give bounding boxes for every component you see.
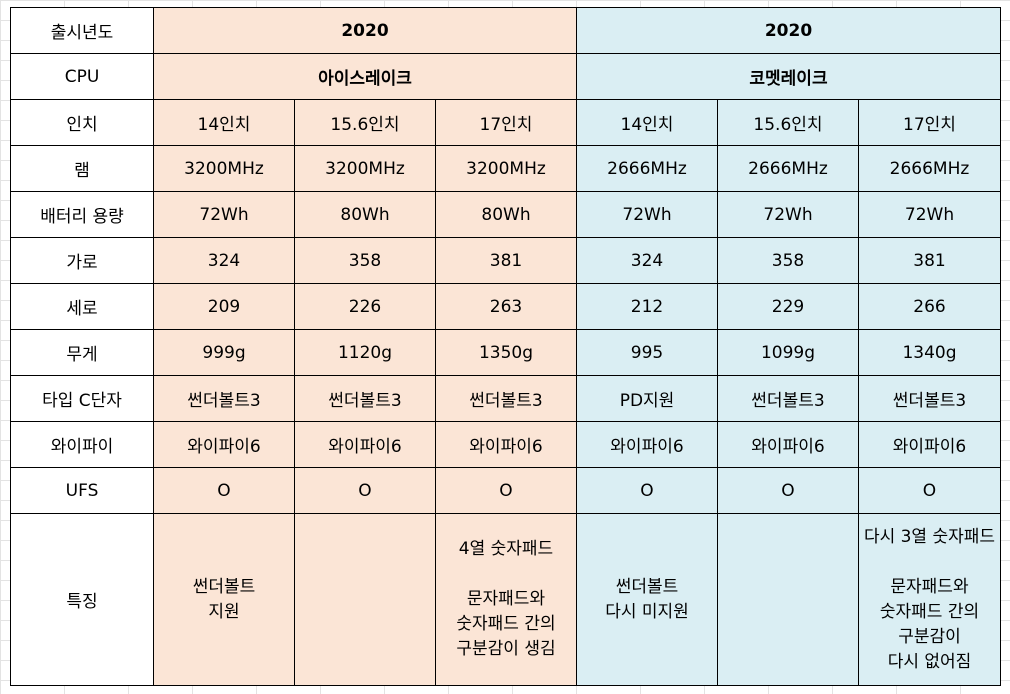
cell-inch-2[interactable]: 15.6인치 [294, 99, 436, 146]
row-label-feature[interactable]: 특징 [10, 513, 154, 686]
cell-ufs-6[interactable]: O [858, 467, 1001, 514]
row-label-cpu[interactable]: CPU [10, 53, 154, 100]
cell-depth-2[interactable]: 226 [294, 283, 436, 330]
row-typec: 타입 C단자 썬더볼트3 썬더볼트3 썬더볼트3 PD지원 썬더볼트3 썬더볼트… [10, 375, 1001, 422]
row-label-battery[interactable]: 배터리 용량 [10, 191, 154, 238]
cell-weight-4[interactable]: 995 [576, 329, 718, 376]
cell-battery-3[interactable]: 80Wh [435, 191, 577, 238]
cell-feature-3[interactable]: 4열 숫자패드 문자패드와 숫자패드 간의 구분감이 생김 [435, 513, 577, 686]
cell-weight-2[interactable]: 1120g [294, 329, 436, 376]
cell-ufs-3[interactable]: O [435, 467, 577, 514]
cell-ram-1[interactable]: 3200MHz [153, 145, 295, 192]
cell-feature-6[interactable]: 다시 3열 숫자패드 문자패드와 숫자패드 간의 구분감이 다시 없어짐 [858, 513, 1001, 686]
row-ufs: UFS O O O O O O [10, 467, 1001, 514]
feature-text-4: 썬더볼트 다시 미지원 [605, 576, 689, 622]
cell-ufs-2[interactable]: O [294, 467, 436, 514]
cell-ram-4[interactable]: 2666MHz [576, 145, 718, 192]
cell-width-4[interactable]: 324 [576, 237, 718, 284]
row-feature: 특징 썬더볼트 지원 4열 숫자패드 문자패드와 숫자패드 간의 구분감이 생김… [10, 513, 1001, 686]
cell-wifi-5[interactable]: 와이파이6 [717, 421, 859, 468]
cell-depth-4[interactable]: 212 [576, 283, 718, 330]
cell-weight-3[interactable]: 1350g [435, 329, 577, 376]
cell-inch-5[interactable]: 15.6인치 [717, 99, 859, 146]
cell-typec-5[interactable]: 썬더볼트3 [717, 375, 859, 422]
cell-typec-3[interactable]: 썬더볼트3 [435, 375, 577, 422]
row-depth: 세로 209 226 263 212 229 266 [10, 283, 1001, 330]
row-label-typec[interactable]: 타입 C단자 [10, 375, 154, 422]
cell-width-2[interactable]: 358 [294, 237, 436, 284]
cometlake-cpu[interactable]: 코멧레이크 [576, 53, 1001, 100]
cell-width-3[interactable]: 381 [435, 237, 577, 284]
cell-wifi-3[interactable]: 와이파이6 [435, 421, 577, 468]
cell-depth-5[interactable]: 229 [717, 283, 859, 330]
cell-width-6[interactable]: 381 [858, 237, 1001, 284]
cell-battery-4[interactable]: 72Wh [576, 191, 718, 238]
row-battery: 배터리 용량 72Wh 80Wh 80Wh 72Wh 72Wh 72Wh [10, 191, 1001, 238]
cell-weight-6[interactable]: 1340g [858, 329, 1001, 376]
row-label-ram[interactable]: 램 [10, 145, 154, 192]
cell-width-1[interactable]: 324 [153, 237, 295, 284]
cell-inch-3[interactable]: 17인치 [435, 99, 577, 146]
row-label-weight[interactable]: 무게 [10, 329, 154, 376]
cell-typec-2[interactable]: 썬더볼트3 [294, 375, 436, 422]
feature-text-1: 썬더볼트 지원 [192, 576, 256, 622]
cell-ufs-1[interactable]: O [153, 467, 295, 514]
cell-typec-4[interactable]: PD지원 [576, 375, 718, 422]
cell-wifi-1[interactable]: 와이파이6 [153, 421, 295, 468]
row-label-year[interactable]: 출시년도 [10, 7, 154, 54]
row-label-inch[interactable]: 인치 [10, 99, 154, 146]
cell-battery-1[interactable]: 72Wh [153, 191, 295, 238]
cell-feature-5[interactable] [717, 513, 859, 686]
row-label-wifi[interactable]: 와이파이 [10, 421, 154, 468]
row-label-width[interactable]: 가로 [10, 237, 154, 284]
cell-typec-6[interactable]: 썬더볼트3 [858, 375, 1001, 422]
cell-inch-1[interactable]: 14인치 [153, 99, 295, 146]
row-cpu: CPU 아이스레이크 코멧레이크 [10, 53, 1001, 100]
cell-depth-6[interactable]: 266 [858, 283, 1001, 330]
row-label-depth[interactable]: 세로 [10, 283, 154, 330]
cell-weight-5[interactable]: 1099g [717, 329, 859, 376]
row-weight: 무게 999g 1120g 1350g 995 1099g 1340g [10, 329, 1001, 376]
cell-depth-3[interactable]: 263 [435, 283, 577, 330]
row-wifi: 와이파이 와이파이6 와이파이6 와이파이6 와이파이6 와이파이6 와이파이6 [10, 421, 1001, 468]
cell-inch-6[interactable]: 17인치 [858, 99, 1001, 146]
cell-typec-1[interactable]: 썬더볼트3 [153, 375, 295, 422]
row-inch: 인치 14인치 15.6인치 17인치 14인치 15.6인치 17인치 [10, 99, 1001, 146]
cell-ufs-4[interactable]: O [576, 467, 718, 514]
cell-battery-2[interactable]: 80Wh [294, 191, 436, 238]
cell-wifi-6[interactable]: 와이파이6 [858, 421, 1001, 468]
cell-feature-2[interactable] [294, 513, 436, 686]
cell-battery-5[interactable]: 72Wh [717, 191, 859, 238]
cell-ram-6[interactable]: 2666MHz [858, 145, 1001, 192]
cell-depth-1[interactable]: 209 [153, 283, 295, 330]
feature-text-3: 4열 숫자패드 문자패드와 숫자패드 간의 구분감이 생김 [456, 539, 556, 659]
cell-ram-2[interactable]: 3200MHz [294, 145, 436, 192]
row-ram: 램 3200MHz 3200MHz 3200MHz 2666MHz 2666MH… [10, 145, 1001, 192]
cell-ram-3[interactable]: 3200MHz [435, 145, 577, 192]
cell-wifi-4[interactable]: 와이파이6 [576, 421, 718, 468]
row-width: 가로 324 358 381 324 358 381 [10, 237, 1001, 284]
cell-weight-1[interactable]: 999g [153, 329, 295, 376]
cell-battery-6[interactable]: 72Wh [858, 191, 1001, 238]
laptop-spec-table: 출시년도 2020 2020 CPU 아이스레이크 코멧레이크 인치 14인치 … [10, 7, 1001, 686]
cell-feature-4[interactable]: 썬더볼트 다시 미지원 [576, 513, 718, 686]
feature-text-6: 다시 3열 숫자패드 문자패드와 숫자패드 간의 구분감이 다시 없어짐 [863, 526, 996, 672]
cell-ufs-5[interactable]: O [717, 467, 859, 514]
row-label-ufs[interactable]: UFS [10, 467, 154, 514]
cell-feature-1[interactable]: 썬더볼트 지원 [153, 513, 295, 686]
cell-inch-4[interactable]: 14인치 [576, 99, 718, 146]
row-year: 출시년도 2020 2020 [10, 7, 1001, 54]
cell-ram-5[interactable]: 2666MHz [717, 145, 859, 192]
icelake-cpu[interactable]: 아이스레이크 [153, 53, 577, 100]
cell-width-5[interactable]: 358 [717, 237, 859, 284]
cell-wifi-2[interactable]: 와이파이6 [294, 421, 436, 468]
cometlake-year[interactable]: 2020 [576, 7, 1001, 54]
icelake-year[interactable]: 2020 [153, 7, 577, 54]
